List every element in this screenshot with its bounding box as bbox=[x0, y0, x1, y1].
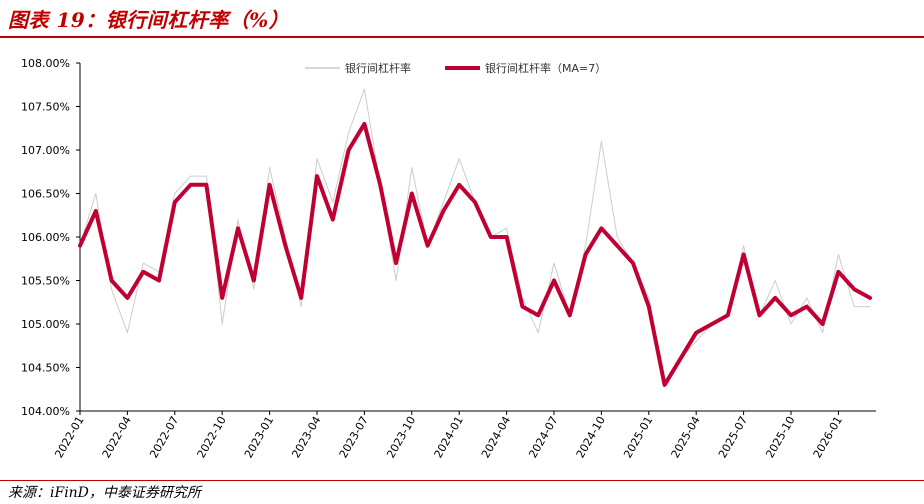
x-tick-label: 2023-01 bbox=[242, 414, 276, 460]
y-axis-ticks: 104.00% 104.50% 105.00% 105.50% 106.00% 106.5… bbox=[21, 57, 80, 418]
x-tick-label: 2025-04 bbox=[669, 414, 703, 460]
source-note: 来源：iFinD，中泰证券研究所 bbox=[8, 485, 201, 501]
x-tick-label: 2022-04 bbox=[100, 414, 134, 460]
x-tick-label: 2023-04 bbox=[289, 414, 323, 460]
footer-rule bbox=[0, 480, 924, 481]
y-tick-label: 104.50% bbox=[21, 362, 70, 375]
plot-area bbox=[78, 88, 872, 387]
x-tick-label: 2024-10 bbox=[574, 414, 608, 460]
x-tick-label: 2025-10 bbox=[763, 414, 797, 460]
x-tick-label: 2024-07 bbox=[526, 414, 560, 460]
x-tick-label: 2025-07 bbox=[716, 414, 750, 460]
y-tick-label: 105.50% bbox=[21, 275, 70, 288]
x-tick-label: 2022-10 bbox=[195, 414, 229, 460]
chart-axes bbox=[79, 63, 876, 412]
x-tick-label: 2025-01 bbox=[621, 414, 655, 460]
y-tick-label: 108.00% bbox=[21, 57, 70, 70]
x-tick-label: 2022-07 bbox=[147, 414, 181, 460]
y-tick-label: 107.50% bbox=[21, 101, 70, 114]
y-tick-label: 105.00% bbox=[21, 318, 70, 331]
series-line-raw bbox=[79, 88, 871, 386]
x-tick-label: 2022-01 bbox=[52, 414, 86, 460]
y-tick-label: 106.00% bbox=[21, 231, 70, 244]
y-tick-label: 104.00% bbox=[21, 405, 70, 418]
x-tick-label: 2023-10 bbox=[384, 414, 418, 460]
x-tick-label: 2024-01 bbox=[432, 414, 466, 460]
x-tick-label: 2023-07 bbox=[337, 414, 371, 460]
y-tick-label: 106.50% bbox=[21, 188, 70, 201]
x-tick-label: 2024-04 bbox=[479, 414, 513, 460]
title-rule bbox=[0, 36, 924, 38]
figure-title: 图表 19：银行间杠杆率（%） bbox=[8, 8, 290, 32]
series-line-ma bbox=[78, 121, 872, 387]
y-tick-label: 107.00% bbox=[21, 144, 70, 157]
x-axis-ticks: 2022-01 2022-04 2022-07 2022-10 2023-01 2023-… bbox=[52, 411, 845, 460]
x-tick-label: 2026-01 bbox=[811, 414, 845, 460]
chart-legend: 银行间杠杆率 银行间杠杆率（MA=7） bbox=[305, 61, 606, 75]
legend-label-ma: 银行间杠杆率（MA=7） bbox=[485, 61, 606, 75]
legend-label-raw: 银行间杠杆率 bbox=[345, 61, 411, 75]
line-chart: 104.00% 104.50% 105.00% 105.50% 106.00% 106.5… bbox=[21, 57, 876, 460]
